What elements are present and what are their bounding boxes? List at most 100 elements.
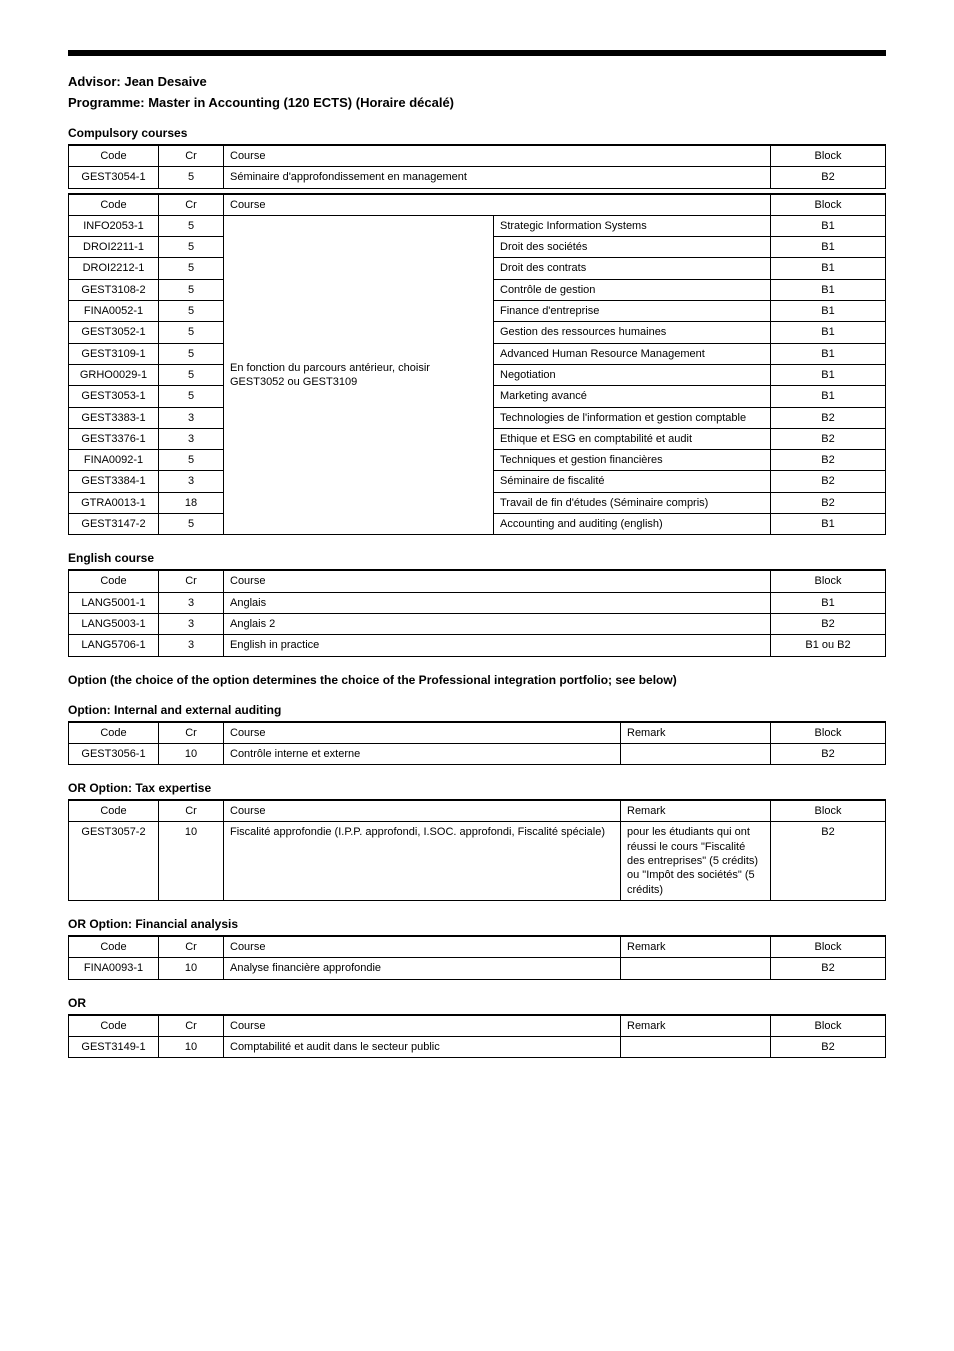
col-code-header: Code [69,936,159,958]
table-cell: 3 [159,613,224,634]
table-cell: Strategic Information Systems [494,215,771,236]
section-english-label: English course [68,551,886,565]
table-cell: B2 [771,471,886,492]
table-cell: Analyse financière approfondie [224,958,621,979]
section-opt-a-label: Option: Internal and external auditing [68,703,886,717]
table-cell: Finance d'entreprise [494,301,771,322]
table-cell: B1 [771,514,886,535]
table-cell: B2 [771,407,886,428]
table-cell: B1 [771,301,886,322]
col-course-header: Course [224,936,621,958]
col-block-header: Block [771,570,886,592]
col-cr-header: Cr [159,145,224,167]
table-cell: DROI2211-1 [69,237,159,258]
table-cell: English in practice [224,635,771,656]
col-code-header: Code [69,194,159,216]
table-cell: Ethique et ESG en comptabilité et audit [494,428,771,449]
table-cell: Advanced Human Resource Management [494,343,771,364]
table-option-a: Code Cr Course Remark Block GEST3056-110… [68,721,886,766]
table-cell: GEST3383-1 [69,407,159,428]
table-cell: 5 [159,279,224,300]
table-cell: 3 [159,428,224,449]
table-cell: B1 ou B2 [771,635,886,656]
table-cell: 5 [159,237,224,258]
table-cell: B2 [771,167,886,188]
col-cr-header: Cr [159,1015,224,1037]
table-cell: GEST3053-1 [69,386,159,407]
table-cell: LANG5003-1 [69,613,159,634]
table-cell: 18 [159,492,224,513]
degree-heading: Programme: Master in Accounting (120 ECT… [68,95,886,110]
col-course-header: Course [224,722,621,744]
col-block-header: Block [771,1015,886,1037]
table-cell: GEST3052-1 [69,322,159,343]
col-block-header: Block [771,194,886,216]
table-note-cell: En fonction du parcours antérieur, chois… [224,215,494,534]
table-cell [621,1036,771,1057]
table-cell: 3 [159,407,224,428]
col-course-header: Course [224,1015,621,1037]
table-cell: Droit des sociétés [494,237,771,258]
table-compulsory-top: Code Cr Course Block GEST3054-1 5 Sémina… [68,144,886,189]
table-cell: GEST3376-1 [69,428,159,449]
table-cell: Fiscalité approfondie (I.P.P. approfondi… [224,822,621,900]
col-remark-header: Remark [621,800,771,822]
table-cell: 5 [159,343,224,364]
table-cell: B2 [771,613,886,634]
table-cell: pour les étudiants qui ont réussi le cou… [621,822,771,900]
col-remark-header: Remark [621,722,771,744]
section-option-label: Option (the choice of the option determi… [68,673,886,687]
table-cell: Contrôle de gestion [494,279,771,300]
col-code-header: Code [69,1015,159,1037]
table-cell: Séminaire de fiscalité [494,471,771,492]
table-cell: FINA0052-1 [69,301,159,322]
table-cell: 5 [159,301,224,322]
table-cell: B2 [771,743,886,764]
table-cell: 10 [159,743,224,764]
table-compulsory-main: Code Cr Course Block INFO2053-15En fonct… [68,193,886,536]
col-remark-header: Remark [621,936,771,958]
table-cell: GEST3109-1 [69,343,159,364]
table-cell: FINA0093-1 [69,958,159,979]
table-cell: GEST3149-1 [69,1036,159,1057]
table-cell [621,958,771,979]
table-cell: Techniques et gestion financières [494,450,771,471]
table-option-c: Code Cr Course Remark Block FINA0093-110… [68,935,886,980]
section-compulsory-label: Compulsory courses [68,126,886,140]
table-option-b: Code Cr Course Remark Block GEST3057-210… [68,799,886,901]
table-cell: B1 [771,386,886,407]
table-cell: Contrôle interne et externe [224,743,621,764]
table-cell: Technologies de l'information et gestion… [494,407,771,428]
table-cell: GEST3054-1 [69,167,159,188]
table-cell: B1 [771,258,886,279]
table-cell: 10 [159,958,224,979]
col-code-header: Code [69,570,159,592]
table-cell: FINA0092-1 [69,450,159,471]
table-cell: Anglais [224,592,771,613]
table-cell: B1 [771,592,886,613]
table-cell: LANG5001-1 [69,592,159,613]
table-cell: 5 [159,258,224,279]
table-cell: B2 [771,1036,886,1057]
table-cell: B1 [771,279,886,300]
table-cell: Marketing avancé [494,386,771,407]
table-cell: 5 [159,322,224,343]
col-course-header: Course [224,570,771,592]
table-cell [621,743,771,764]
table-cell: 3 [159,635,224,656]
table-cell: 3 [159,592,224,613]
table-cell: 3 [159,471,224,492]
table-cell: B2 [771,428,886,449]
table-cell: Accounting and auditing (english) [494,514,771,535]
col-block-header: Block [771,936,886,958]
table-cell: 5 [159,215,224,236]
table-cell: 5 [159,386,224,407]
table-cell: B2 [771,450,886,471]
table-english: Code Cr Course Block LANG5001-13AnglaisB… [68,569,886,656]
table-cell: LANG5706-1 [69,635,159,656]
table-cell: B1 [771,364,886,385]
table-cell: B1 [771,322,886,343]
col-course-header: Course [224,194,771,216]
col-code-header: Code [69,145,159,167]
col-block-header: Block [771,722,886,744]
